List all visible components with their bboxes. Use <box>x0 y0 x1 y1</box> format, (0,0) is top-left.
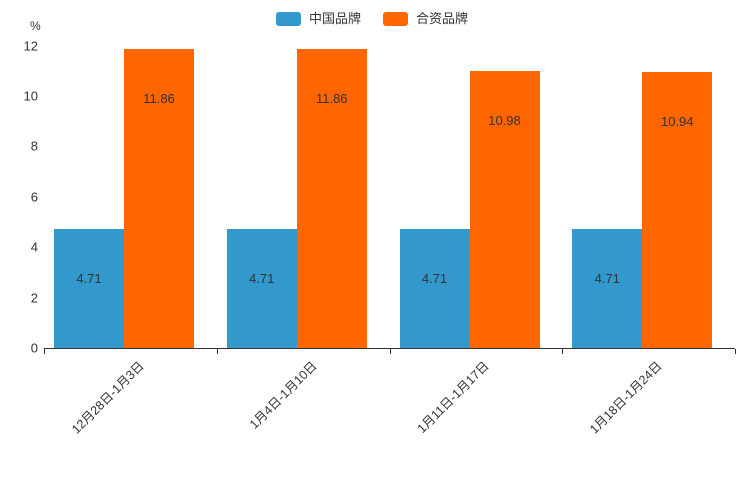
bar[interactable] <box>226 229 297 348</box>
bar[interactable] <box>124 49 194 348</box>
legend-label-joint-venture-brand: 合资品牌 <box>416 11 469 26</box>
bar[interactable] <box>54 229 124 348</box>
x-axis-tick <box>562 349 563 354</box>
y-axis-tick-label: 0 <box>30 340 38 356</box>
x-axis-category-label: 1月11日-1月17日 <box>414 358 492 436</box>
bar[interactable] <box>642 72 713 348</box>
bar-value-label: 10.94 <box>660 114 694 130</box>
legend-label-china-brand: 中国品牌 <box>308 11 361 26</box>
bar-value-label: 10.98 <box>488 113 521 129</box>
bar[interactable] <box>399 229 470 348</box>
legend-item-joint-venture-brand[interactable]: 合资品牌 <box>383 12 468 26</box>
bar-value-label: 4.71 <box>421 271 448 287</box>
y-axis-tick-label: 8 <box>30 138 38 154</box>
y-axis-tick-label: 4 <box>30 239 38 255</box>
bar-value-label: 4.71 <box>76 271 102 287</box>
bar[interactable] <box>572 229 643 348</box>
bar[interactable] <box>469 71 540 348</box>
legend-item-china-brand[interactable]: 中国品牌 <box>275 11 361 26</box>
y-axis-tick-label: 6 <box>30 189 38 205</box>
bar-value-label: 4.71 <box>594 271 620 287</box>
y-axis-tick-label: 10 <box>23 88 38 104</box>
y-axis-tick-label: 12 <box>23 38 38 54</box>
x-axis-tick <box>390 349 391 354</box>
x-axis-category-label: 1月18日-1月24日 <box>587 358 665 437</box>
legend-swatch-joint-venture-brand <box>383 12 408 26</box>
bar[interactable] <box>296 49 367 348</box>
x-axis-tick <box>735 349 736 354</box>
x-axis-category-label: 1月4日-1月10日 <box>246 358 320 432</box>
x-axis-category-label: 12月28日-1月3日 <box>69 358 147 437</box>
x-axis-tick <box>44 349 45 354</box>
chart-legend: 中国品牌 合资品牌 <box>0 12 744 26</box>
y-axis-unit-label: % <box>30 19 41 33</box>
bar-value-label: 4.71 <box>249 271 275 287</box>
y-axis-tick-labels: 0 2 4 6 8 10 12 <box>6 0 38 496</box>
x-axis-line <box>44 348 735 349</box>
y-axis-tick-label: 2 <box>30 290 38 306</box>
x-axis-tick <box>217 349 218 354</box>
bar-value-label: 11.86 <box>143 91 175 107</box>
bar-value-label: 11.86 <box>315 91 348 107</box>
legend-swatch-china-brand <box>275 12 301 26</box>
